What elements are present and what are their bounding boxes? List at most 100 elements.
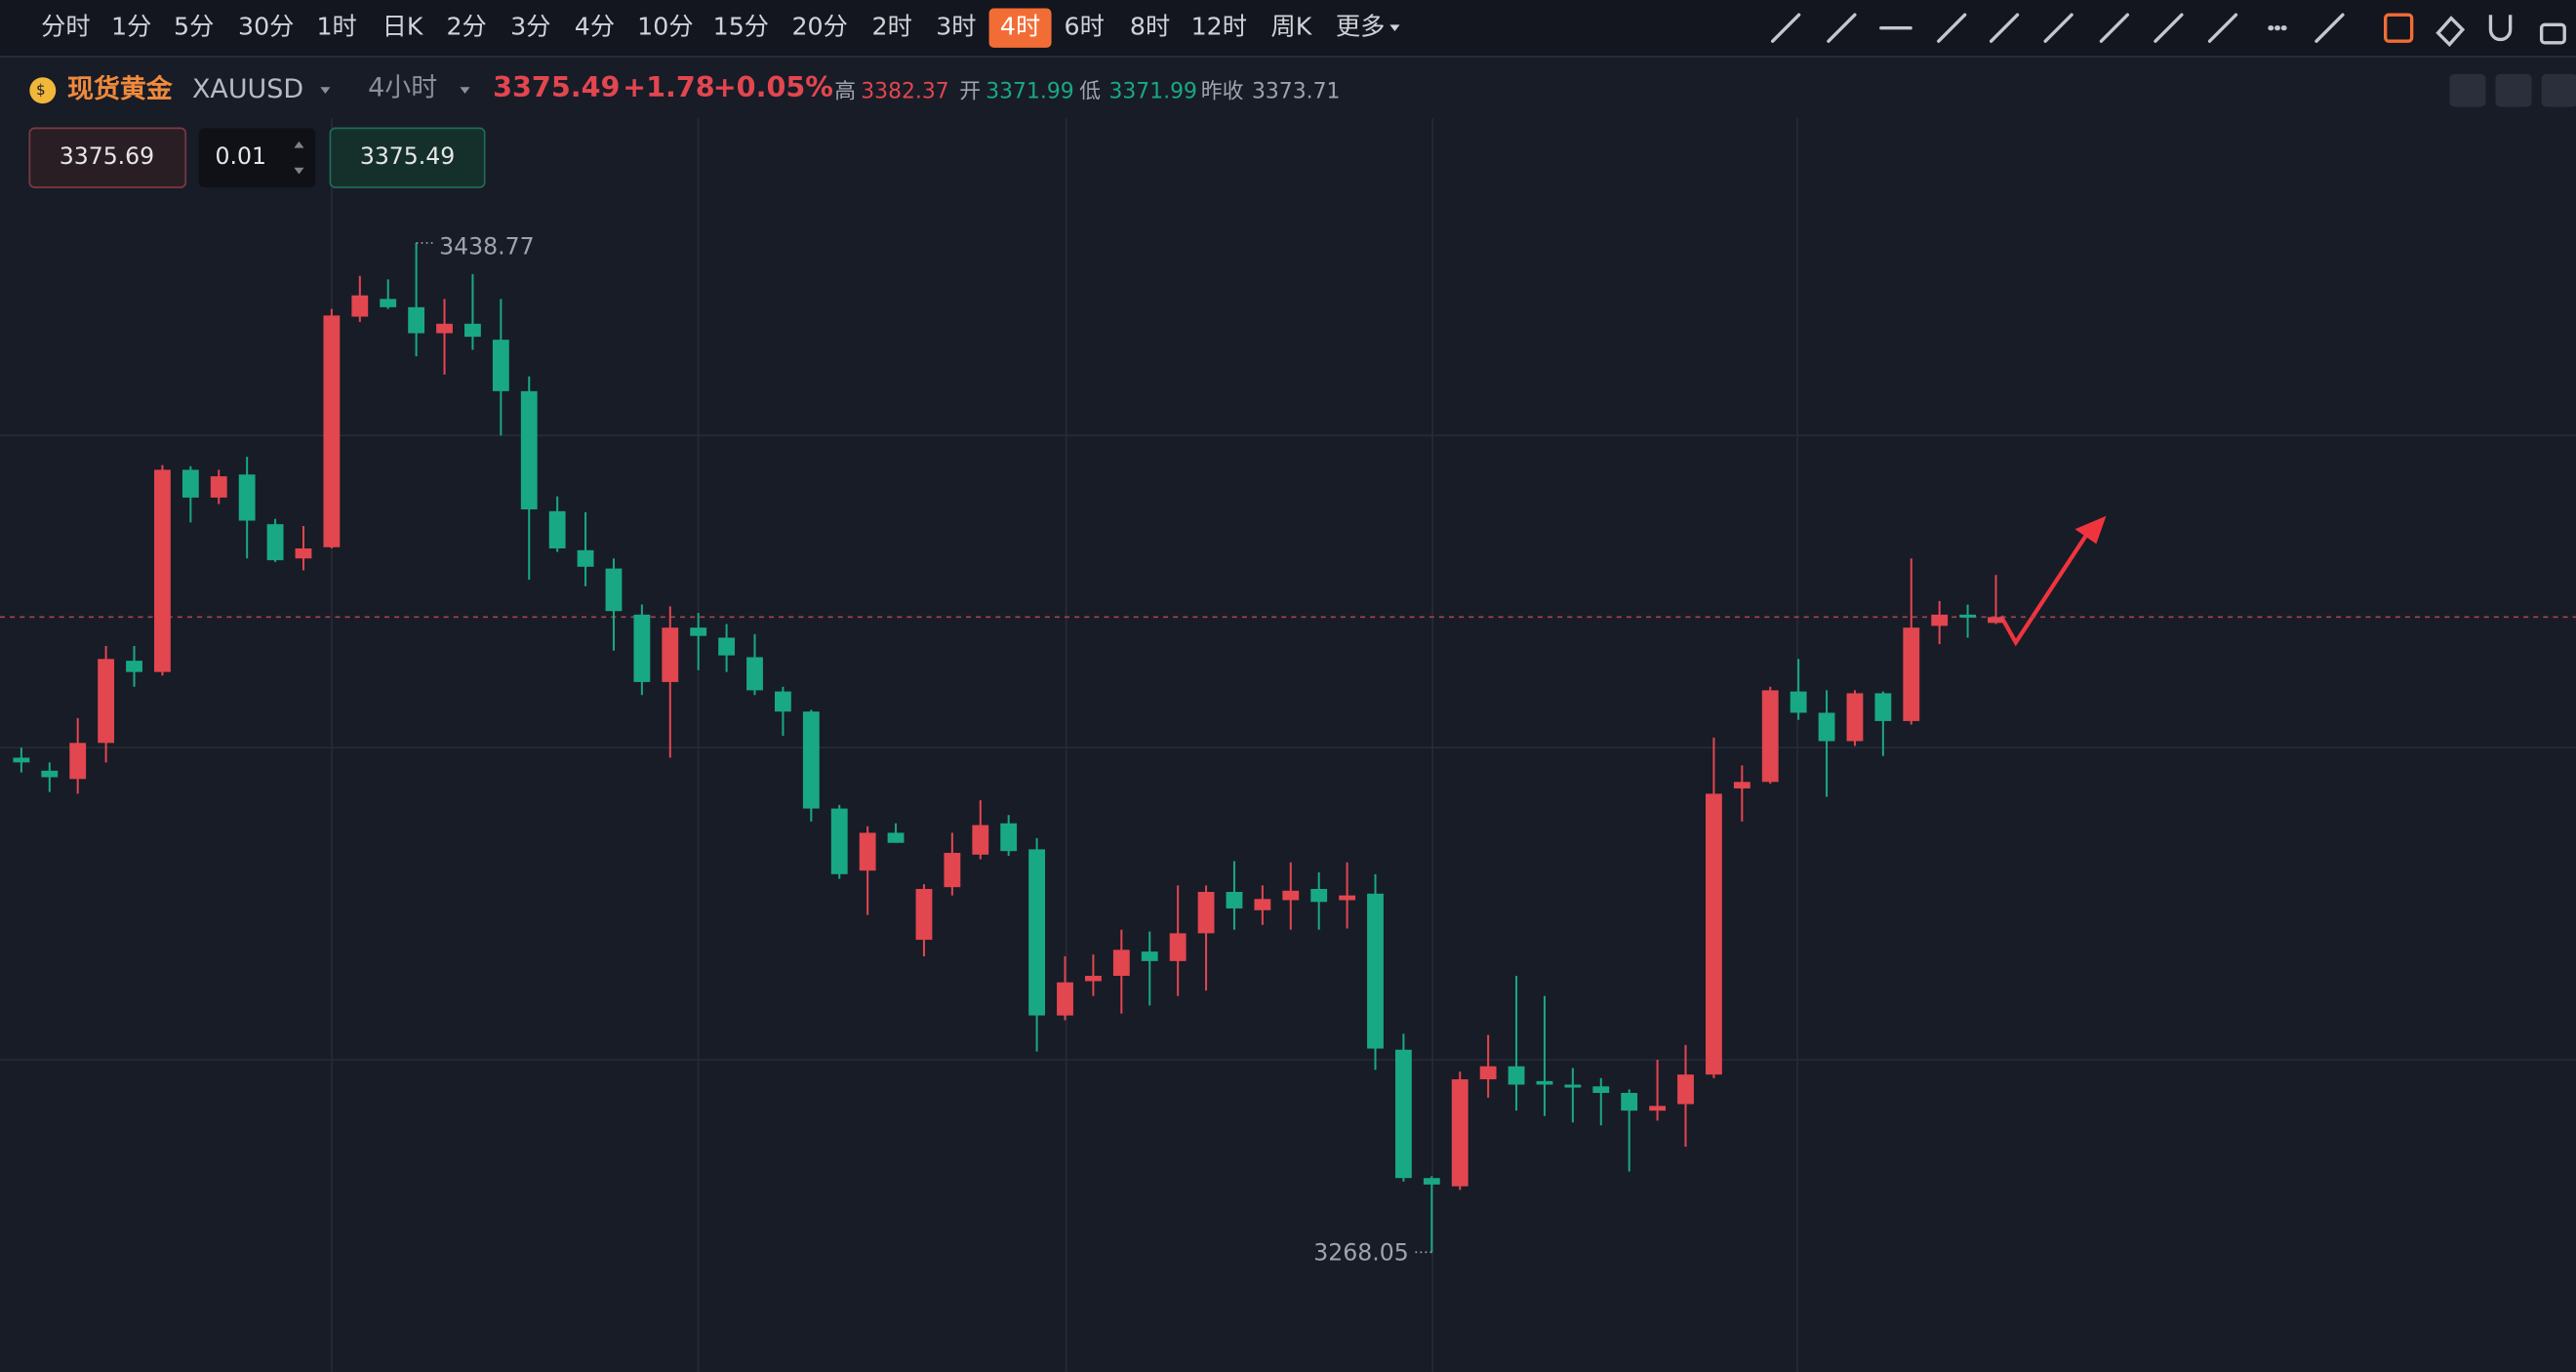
plot: 3438.77 3268.05 [0,233,2576,1266]
candle-body [351,295,369,317]
tool-icon[interactable] [2314,13,2345,43]
grid [0,118,2576,1372]
dropdown-arrow [1389,24,1400,32]
interval-tab[interactable]: 15分 [713,13,769,41]
symbol-code[interactable]: XAUUSD [192,74,303,104]
candle-body [1790,691,1807,713]
tool-icon[interactable] [1937,13,1967,43]
lots-input[interactable] [198,128,316,188]
candle-body [464,323,481,338]
interval-tab[interactable]: 1时 [316,13,356,41]
candle-body [577,549,594,567]
candle-body [1677,1074,1694,1105]
candle-body [1959,614,1977,618]
tool-icon[interactable] [2435,16,2466,47]
candle-body [718,637,736,656]
candle-body [1621,1092,1638,1111]
candle-body [1310,888,1328,903]
candle-body [1000,823,1018,852]
interval-tab[interactable]: 周K [1270,13,1312,41]
settings-button[interactable] [2541,73,2576,107]
prev-value: 3373.71 [1252,79,1340,103]
open-label: 开 [959,79,981,103]
interval-tab[interactable]: 日K [382,13,424,41]
candle-body [1451,1079,1469,1187]
tool-icon[interactable] [2539,22,2566,45]
interval-tab[interactable]: 10分 [637,13,693,41]
toolbar-bg [0,0,2576,57]
interval-tab[interactable]: 2分 [446,13,486,41]
min-label: 3268.05 [1313,1238,1408,1266]
interval-tab[interactable]: 4分 [575,13,615,41]
candle-body [1564,1084,1582,1088]
candle-body [1903,627,1920,721]
high-label: 高 [834,79,856,103]
candle-body [1592,1086,1610,1093]
interval-tab[interactable]: 5分 [174,13,214,41]
candle-body [1846,693,1864,742]
candle-body [944,853,961,888]
candle-body [1339,895,1356,901]
interval-tab[interactable]: 分时 [41,13,90,41]
interval-tab[interactable]: 12时 [1191,13,1247,41]
interval-tab[interactable]: 8时 [1130,13,1170,41]
candle-body [408,306,425,334]
candle-body [1254,899,1271,910]
candle-body [1649,1106,1667,1111]
edit-button[interactable] [2495,73,2532,107]
candle-body [1084,976,1102,982]
period[interactable]: 4小时 [368,72,437,102]
tool-icon[interactable] [2153,13,2184,43]
candle-body [1874,693,1892,721]
symbol-name[interactable]: 现货黄金 [67,73,174,104]
interval-tab[interactable]: 20分 [791,13,847,41]
stepper[interactable] [294,141,304,175]
candle-body [972,825,989,855]
tool-icon[interactable] [2384,13,2414,43]
candle-body [605,568,623,612]
interval-tab[interactable]: 更多 [1336,13,1386,41]
candle-body [887,832,905,843]
candle-body [859,832,876,871]
interval-tab[interactable]: 4时 [1000,13,1040,41]
arrow-head [2074,515,2107,545]
candle-body [662,627,679,682]
ask-box[interactable] [28,127,187,188]
candle-body [915,888,933,941]
tool-icon[interactable] [2488,15,2513,42]
interval-tab[interactable]: 3分 [510,13,550,41]
candle-body [210,476,227,498]
interval-tab[interactable]: 6时 [1065,13,1105,41]
candle-body [520,390,538,510]
tool-icon[interactable] [1771,13,1801,43]
candle-body [323,315,341,547]
dropdown-arrow [320,87,331,95]
tool-icon[interactable] [2207,13,2238,43]
candle-body [13,757,30,763]
tool-icon[interactable] [1827,13,1857,43]
change-pct: +0.05% [713,70,833,103]
low-label: 低 [1079,79,1101,103]
candle-body [548,510,566,549]
tool-icon[interactable] [2043,13,2073,43]
candle-body [1931,614,1949,626]
interval-tab[interactable]: 2时 [872,13,912,41]
indicator-button[interactable] [2449,73,2486,107]
candle-body [41,770,59,778]
candle-body [1394,1049,1412,1179]
interval-tab[interactable]: 3时 [936,13,976,41]
icon-glyph: $ [36,81,46,99]
tool-icon[interactable] [2099,13,2130,43]
tool-icon[interactable] [1989,13,2020,43]
candle-body [1733,782,1751,788]
candle-body [1169,933,1187,961]
interval-tab[interactable]: 30分 [238,13,294,41]
interval-tab[interactable]: 1分 [111,13,151,41]
candle-body [1423,1178,1440,1185]
bid-box[interactable] [329,127,486,188]
change: +1.78 [623,70,715,103]
candle-body [492,340,509,391]
